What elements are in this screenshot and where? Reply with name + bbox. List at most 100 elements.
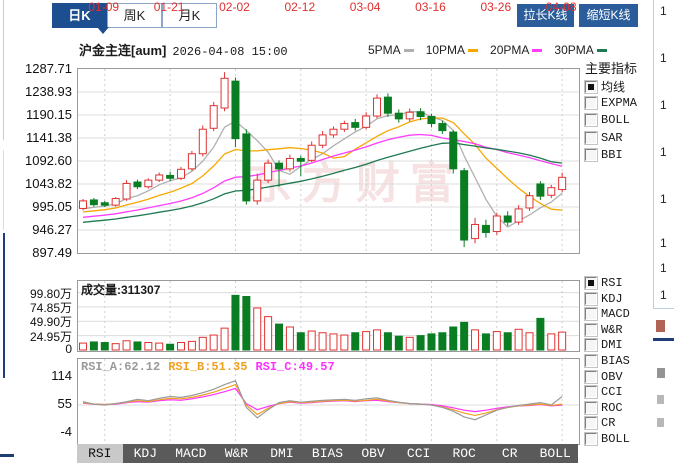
main-indicator-4[interactable]: BBI	[584, 148, 623, 162]
checkbox-label: SAR	[601, 130, 623, 145]
checkbox-icon[interactable]	[584, 432, 598, 446]
indicator-tab-boll[interactable]: BOLL	[539, 446, 571, 461]
volume-caption: 成交量:311307	[81, 283, 161, 297]
indicator-tab-bias[interactable]: BIAS	[311, 446, 344, 461]
checkbox-icon[interactable]	[584, 322, 598, 337]
indicator-tab-macd[interactable]: MACD	[175, 446, 207, 461]
main-indicator-2[interactable]: BOLL	[584, 113, 630, 127]
sub-indicator-5[interactable]: BIAS	[584, 354, 630, 368]
rsi-tick: 114	[51, 368, 72, 383]
cropped-axis-digit: 1	[660, 192, 667, 206]
rsi-value-label: RSI_B:51.35	[168, 360, 248, 374]
candlestick-canvas	[78, 69, 579, 253]
volume-tick: 74.85万	[29, 300, 72, 315]
indicator-tab-roc[interactable]: ROC	[452, 446, 476, 461]
date-tick: 03-26	[480, 0, 512, 14]
sub-indicator-9[interactable]: CR	[584, 416, 615, 431]
cropped-axis-digit: 1	[660, 261, 667, 275]
indicator-tab-dmi[interactable]: DMI	[270, 446, 294, 461]
sub-indicator-3[interactable]: W&R	[584, 322, 623, 337]
checkbox-icon[interactable]	[584, 385, 598, 400]
kline-period-tab-0[interactable]: 日K	[52, 3, 107, 28]
active-tab-pointer-icon	[97, 27, 109, 34]
volume-chart	[77, 280, 580, 352]
rsi-chart	[77, 358, 580, 445]
sub-indicator-2[interactable]: MACD	[584, 307, 630, 322]
checkbox-label: ROC	[601, 400, 623, 415]
main-indicator-3[interactable]: SAR	[584, 130, 623, 145]
indicator-tab-obv[interactable]: OBV	[361, 446, 385, 461]
cropped-axis-digit: 1	[660, 98, 667, 112]
date-tick: 01-09	[88, 0, 120, 14]
legend-swatch-icon	[532, 48, 543, 52]
indicator-tab-wr[interactable]: W&R	[224, 446, 249, 461]
indicator-tab-cci[interactable]: CCI	[406, 446, 431, 461]
kline-tabs: 日K 周K 月K	[52, 3, 217, 28]
price-tick: 1287.71	[25, 61, 72, 76]
checkbox-icon[interactable]	[584, 276, 598, 290]
price-tick: 1238.93	[25, 84, 72, 99]
checkbox-label: OBV	[601, 369, 623, 384]
checkbox-label: W&R	[601, 322, 623, 337]
sub-indicator-8[interactable]: ROC	[584, 400, 623, 415]
price-tick: 1092.60	[25, 153, 72, 168]
price-tick: 1190.15	[25, 107, 72, 122]
kline-period-tab-1[interactable]: 周K	[107, 3, 162, 28]
date-tick: 02-12	[284, 0, 316, 14]
checkbox-icon[interactable]	[584, 130, 598, 145]
volume-canvas	[78, 281, 579, 351]
checkbox-icon[interactable]	[584, 291, 598, 306]
legend-swatch-icon	[468, 48, 479, 52]
right-edge-line	[653, 0, 654, 308]
main-indicator-1[interactable]: EXPMA	[584, 95, 637, 110]
volume-tick: 99.80万	[29, 286, 72, 301]
checkbox-label: BIAS	[601, 354, 630, 368]
rsi-value-label: RSI_C:49.57	[255, 360, 335, 374]
checkbox-icon[interactable]	[584, 113, 598, 127]
shrink-kline-button[interactable]: 缩短K线	[579, 4, 638, 27]
sub-indicator-6[interactable]: OBV	[584, 369, 623, 384]
legend-20pma: 20PMA	[490, 43, 543, 57]
main-indicator-title: 主要指标	[585, 61, 638, 76]
legend-30pma: 30PMA	[554, 43, 607, 57]
legend-10pma: 10PMA	[426, 43, 479, 57]
main-indicator-0[interactable]: 均线	[584, 78, 625, 95]
indicator-tab-cr[interactable]: CR	[501, 446, 518, 461]
checkbox-icon[interactable]	[584, 354, 598, 368]
checkbox-icon[interactable]	[584, 416, 598, 431]
rsi-tick: 55	[57, 396, 72, 411]
sub-indicator-0[interactable]: RSI	[584, 276, 623, 290]
checkbox-label: RSI	[601, 276, 623, 290]
checkbox-icon[interactable]	[584, 369, 598, 384]
sub-indicator-7[interactable]: CCI	[584, 385, 623, 400]
volume-tick: 24.95万	[29, 329, 72, 344]
cropped-axis-digit: 1	[660, 236, 667, 250]
price-tick: 1043.82	[25, 176, 72, 191]
kline-period-tab-2[interactable]: 月K	[162, 3, 217, 28]
date-tick: 03-16	[415, 0, 446, 14]
date-tick: 03-04	[349, 0, 381, 14]
indicator-tab-kdj[interactable]: KDJ	[133, 446, 158, 461]
checkbox-icon[interactable]	[584, 148, 598, 162]
checkbox-icon[interactable]	[584, 307, 598, 322]
legend-swatch-icon	[596, 48, 607, 52]
cropped-axis-digit: 1	[660, 4, 667, 18]
sub-indicator-4[interactable]: DMI	[584, 338, 623, 353]
checkbox-icon[interactable]	[584, 79, 598, 94]
date-tick: 02-02	[219, 0, 250, 14]
right-edge-blue-line	[653, 338, 674, 341]
sub-indicator-1[interactable]: KDJ	[584, 291, 623, 306]
checkbox-icon[interactable]	[584, 338, 598, 353]
sub-indicator-10[interactable]: BOLL	[584, 432, 630, 446]
checkbox-icon[interactable]	[584, 400, 598, 415]
rsi-caption: RSI_A:62.12 RSI_B:51.35 RSI_C:49.57	[81, 360, 343, 374]
checkbox-label: DMI	[601, 338, 623, 353]
chart-title: 沪金主连[aum] 2026-04-08 15:00	[79, 40, 288, 59]
indicator-tab-rsi[interactable]: RSI	[77, 444, 123, 463]
checkbox-label: BBI	[601, 148, 623, 162]
price-tick: 946.27	[32, 222, 72, 237]
right-edge-box-bottom	[653, 308, 674, 309]
checkbox-label: BOLL	[601, 432, 630, 446]
checkbox-icon[interactable]	[584, 95, 598, 110]
stretch-kline-button[interactable]: 拉长K线	[517, 4, 574, 27]
